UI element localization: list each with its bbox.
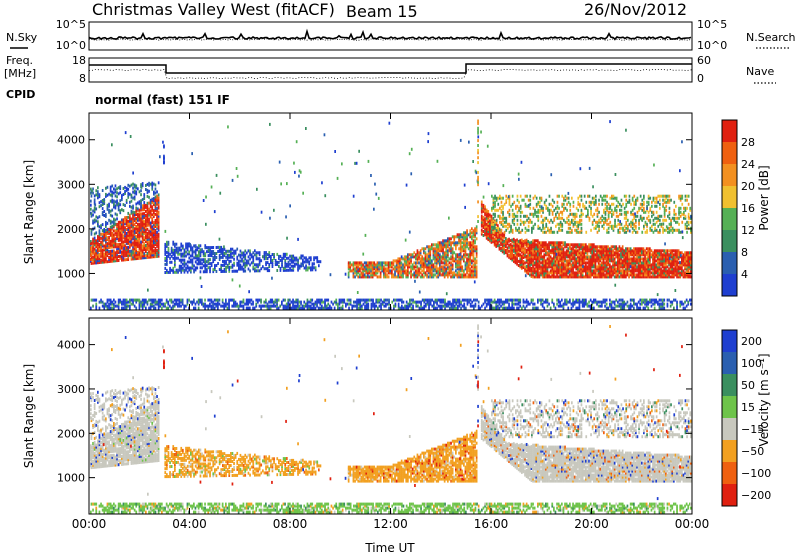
power-panel-frame [88, 112, 693, 311]
freq-tick-top: 18 [72, 54, 86, 67]
power-colorbar-tick-5: 24 [741, 158, 755, 171]
cpid-label: CPID [6, 88, 35, 101]
velocity-colorbar-tick-3: 15 [741, 401, 755, 414]
power-ytick-label-1: 2000 [57, 223, 85, 236]
power-ytick-label-2: 3000 [57, 178, 85, 191]
power-ylabel: Slant Range [km] [22, 160, 36, 264]
velocity-colorbar-swatch-5 [722, 440, 737, 463]
power-ytick-label-0: 1000 [57, 267, 85, 280]
power-colorbar-frame [721, 119, 738, 297]
power-colorbar-swatch-2 [722, 164, 737, 187]
noise-search-label: N.Search [746, 31, 796, 44]
noise-sky-trace [88, 28, 692, 41]
noise-panel-frame [88, 21, 693, 51]
station-title: Christmas Valley West (fitACF) [92, 0, 335, 19]
velocity-colorbar-swatch-6 [722, 462, 737, 485]
power-y-axis: 1000 2000 3000 4000 [57, 134, 692, 280]
velocity-scatter [90, 324, 692, 514]
velocity-y-axis: 1000 2000 3000 4000 [57, 339, 692, 485]
freq-tick-bottom: 8 [79, 72, 86, 85]
velocity-colorbar-tick-0: 200 [741, 335, 762, 348]
power-colorbar-swatch-6 [722, 252, 737, 275]
velocity-panel: 1000 2000 3000 4000 00:00 04:00 08:00 12:00 16:… [22, 317, 710, 554]
velocity-ytick-label-0: 1000 [57, 472, 85, 485]
power-colorbar-tick-2: 12 [741, 224, 755, 237]
power-colorbar-tick-1: 8 [741, 246, 748, 259]
velocity-colorbar-tick-2: 50 [741, 379, 755, 392]
x-tick-label-5: 20:00 [574, 517, 609, 531]
date-title: 26/Nov/2012 [584, 0, 687, 19]
x-tick-label-2: 08:00 [273, 517, 308, 531]
freq-panel-frame [88, 57, 693, 83]
power-colorbar: 4 8 12 16 20 24 28 Power [dB] [721, 119, 771, 297]
power-colorbar-tick-6: 28 [741, 136, 755, 149]
velocity-ylabel: Slant Range [km] [22, 364, 36, 468]
velocity-colorbar-tick-4: −15 [741, 423, 764, 436]
noise-right-tick-top: 10^5 [697, 18, 727, 31]
power-colorbar-label: Power [dB] [757, 165, 771, 230]
velocity-ytick-label-1: 2000 [57, 427, 85, 440]
velocity-colorbar-swatch-0 [722, 330, 737, 353]
velocity-colorbar: 200 100 50 15 −15 −50 −100 −200 Velocity [m s⁻¹… [721, 329, 771, 507]
noise-search-trace [88, 38, 692, 41]
noise-panel: N.Sky 10^5 10^0 10^5 10^0 N.Search [6, 18, 796, 52]
power-x-ticks [88, 113, 693, 310]
power-colorbar-swatch-4 [722, 208, 737, 231]
velocity-x-axis: 00:00 04:00 08:00 12:00 16:00 20:00 00:00 [72, 318, 710, 531]
x-tick-label-3: 12:00 [373, 517, 408, 531]
velocity-colorbar-tick-1: 100 [741, 357, 762, 370]
power-colorbar-tick-0: 4 [741, 268, 748, 281]
x-tick-label-6: 00:00 [675, 517, 710, 531]
power-colorbar-tick-3: 16 [741, 202, 755, 215]
freq-panel: Freq. [MHz] 18 8 60 0 Nave [4, 54, 776, 85]
nave-trace [88, 68, 693, 80]
power-colorbar-swatch-5 [722, 230, 737, 253]
noise-left-tick-top: 10^5 [56, 18, 86, 31]
power-colorbar-swatch-0 [722, 120, 737, 143]
power-panel: 1000 2000 3000 4000 Slant Range [km] [22, 112, 693, 311]
nave-tick-top: 60 [697, 54, 711, 67]
velocity-colorbar-label: Velocity [m s⁻¹] [757, 353, 771, 446]
freq-trace [89, 63, 692, 74]
velocity-colorbar-swatch-3 [722, 396, 737, 419]
power-colorbar-swatch-3 [722, 186, 737, 209]
power-ytick-label-3: 4000 [57, 134, 85, 147]
velocity-colorbar-swatch-7 [722, 484, 737, 507]
velocity-colorbar-swatch-4 [722, 418, 737, 441]
freq-unit-label: [MHz] [4, 67, 36, 80]
nave-tick-bottom: 0 [697, 72, 704, 85]
velocity-colorbar-swatch-1 [722, 352, 737, 375]
velocity-colorbar-tick-6: −100 [741, 467, 771, 480]
velocity-colorbar-tick-7: −200 [741, 489, 771, 502]
power-colorbar-tick-4: 20 [741, 180, 755, 193]
velocity-colorbar-swatch-2 [722, 374, 737, 397]
power-scatter [90, 119, 692, 310]
noise-sky-label: N.Sky [6, 31, 38, 44]
x-tick-label-4: 16:00 [474, 517, 509, 531]
power-colorbar-swatch-1 [722, 142, 737, 165]
x-tick-label-0: 00:00 [72, 517, 107, 531]
velocity-ytick-label-3: 4000 [57, 339, 85, 352]
velocity-panel-frame [88, 317, 693, 515]
x-tick-label-1: 04:00 [172, 517, 207, 531]
velocity-colorbar-frame [721, 329, 738, 507]
velocity-ytick-label-2: 3000 [57, 383, 85, 396]
x-axis-label: Time UT [364, 541, 415, 554]
beam-title: Beam 15 [346, 2, 418, 21]
nave-label: Nave [746, 65, 774, 78]
freq-label: Freq. [6, 54, 33, 67]
power-colorbar-swatch-7 [722, 274, 737, 297]
velocity-colorbar-tick-5: −50 [741, 445, 764, 458]
cpid-value: normal (fast) 151 IF [95, 93, 230, 107]
noise-right-tick-bottom: 10^0 [697, 39, 727, 52]
noise-left-tick-bottom: 10^0 [56, 39, 86, 52]
